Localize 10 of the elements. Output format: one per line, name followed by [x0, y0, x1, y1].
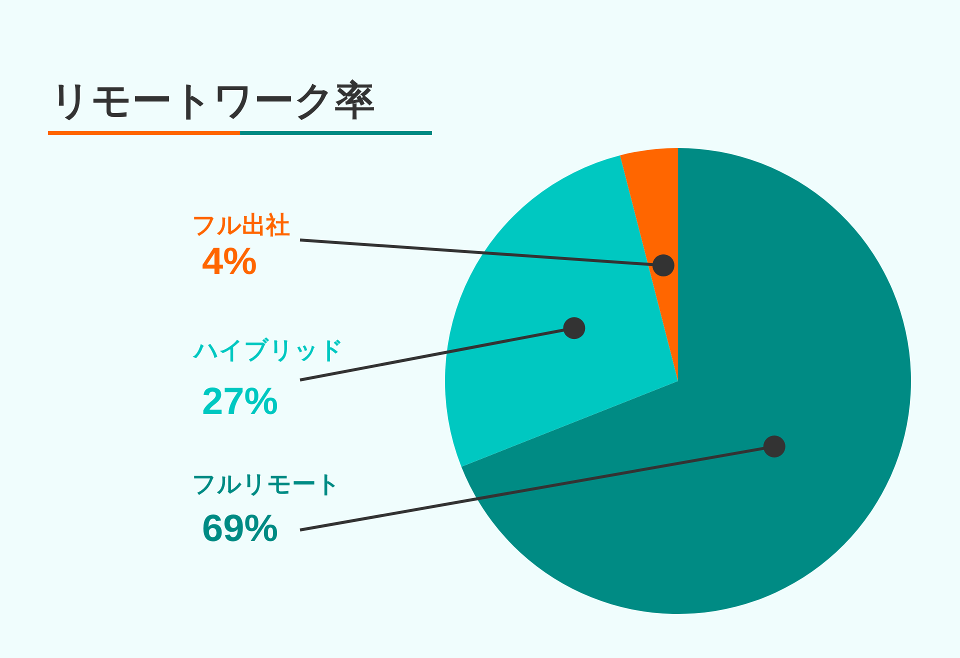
pie-slice [445, 155, 678, 467]
data-label: 69% [202, 508, 278, 550]
data-label: 27% [202, 381, 278, 423]
data-label: 4% [202, 241, 257, 283]
pie-slice [620, 148, 678, 381]
slice-label: ハイブリッド [192, 337, 344, 364]
pie-slice [461, 148, 911, 614]
chart-title: リモートワーク率 [50, 79, 375, 123]
slice-label: フルリモート [192, 471, 341, 498]
slice-label: フル出社 [192, 212, 290, 239]
